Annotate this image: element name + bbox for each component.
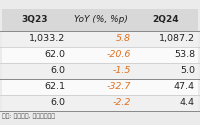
- Text: 3Q23: 3Q23: [22, 15, 48, 24]
- Text: -2.2: -2.2: [113, 98, 131, 107]
- FancyBboxPatch shape: [2, 63, 68, 79]
- FancyBboxPatch shape: [134, 31, 198, 47]
- FancyBboxPatch shape: [2, 31, 68, 47]
- Text: -32.7: -32.7: [107, 82, 131, 91]
- FancyBboxPatch shape: [134, 79, 198, 95]
- FancyBboxPatch shape: [2, 9, 68, 31]
- Text: 6.0: 6.0: [50, 66, 65, 75]
- FancyBboxPatch shape: [68, 63, 134, 79]
- Text: 1,033.2: 1,033.2: [29, 34, 65, 43]
- FancyBboxPatch shape: [68, 9, 134, 31]
- Text: 47.4: 47.4: [174, 82, 195, 91]
- Text: 4.4: 4.4: [180, 98, 195, 107]
- Text: 1,087.2: 1,087.2: [159, 34, 195, 43]
- FancyBboxPatch shape: [2, 79, 68, 95]
- FancyBboxPatch shape: [2, 47, 68, 63]
- FancyBboxPatch shape: [134, 63, 198, 79]
- FancyBboxPatch shape: [68, 31, 134, 47]
- Text: 5.8: 5.8: [116, 34, 131, 43]
- Text: 62.0: 62.0: [44, 50, 65, 59]
- Text: -1.5: -1.5: [113, 66, 131, 75]
- FancyBboxPatch shape: [134, 95, 198, 111]
- FancyBboxPatch shape: [68, 95, 134, 111]
- Text: 62.1: 62.1: [44, 82, 65, 91]
- Text: -20.6: -20.6: [107, 50, 131, 59]
- FancyBboxPatch shape: [134, 47, 198, 63]
- FancyBboxPatch shape: [68, 47, 134, 63]
- Text: 53.8: 53.8: [174, 50, 195, 59]
- Text: 6.0: 6.0: [50, 98, 65, 107]
- Text: 자료: 회사자료, 신한투자증권: 자료: 회사자료, 신한투자증권: [2, 113, 55, 119]
- Text: 5.0: 5.0: [180, 66, 195, 75]
- FancyBboxPatch shape: [2, 95, 68, 111]
- Text: YoY (%, %p): YoY (%, %p): [74, 15, 128, 24]
- FancyBboxPatch shape: [68, 79, 134, 95]
- Text: 2Q24: 2Q24: [153, 15, 179, 24]
- FancyBboxPatch shape: [134, 9, 198, 31]
